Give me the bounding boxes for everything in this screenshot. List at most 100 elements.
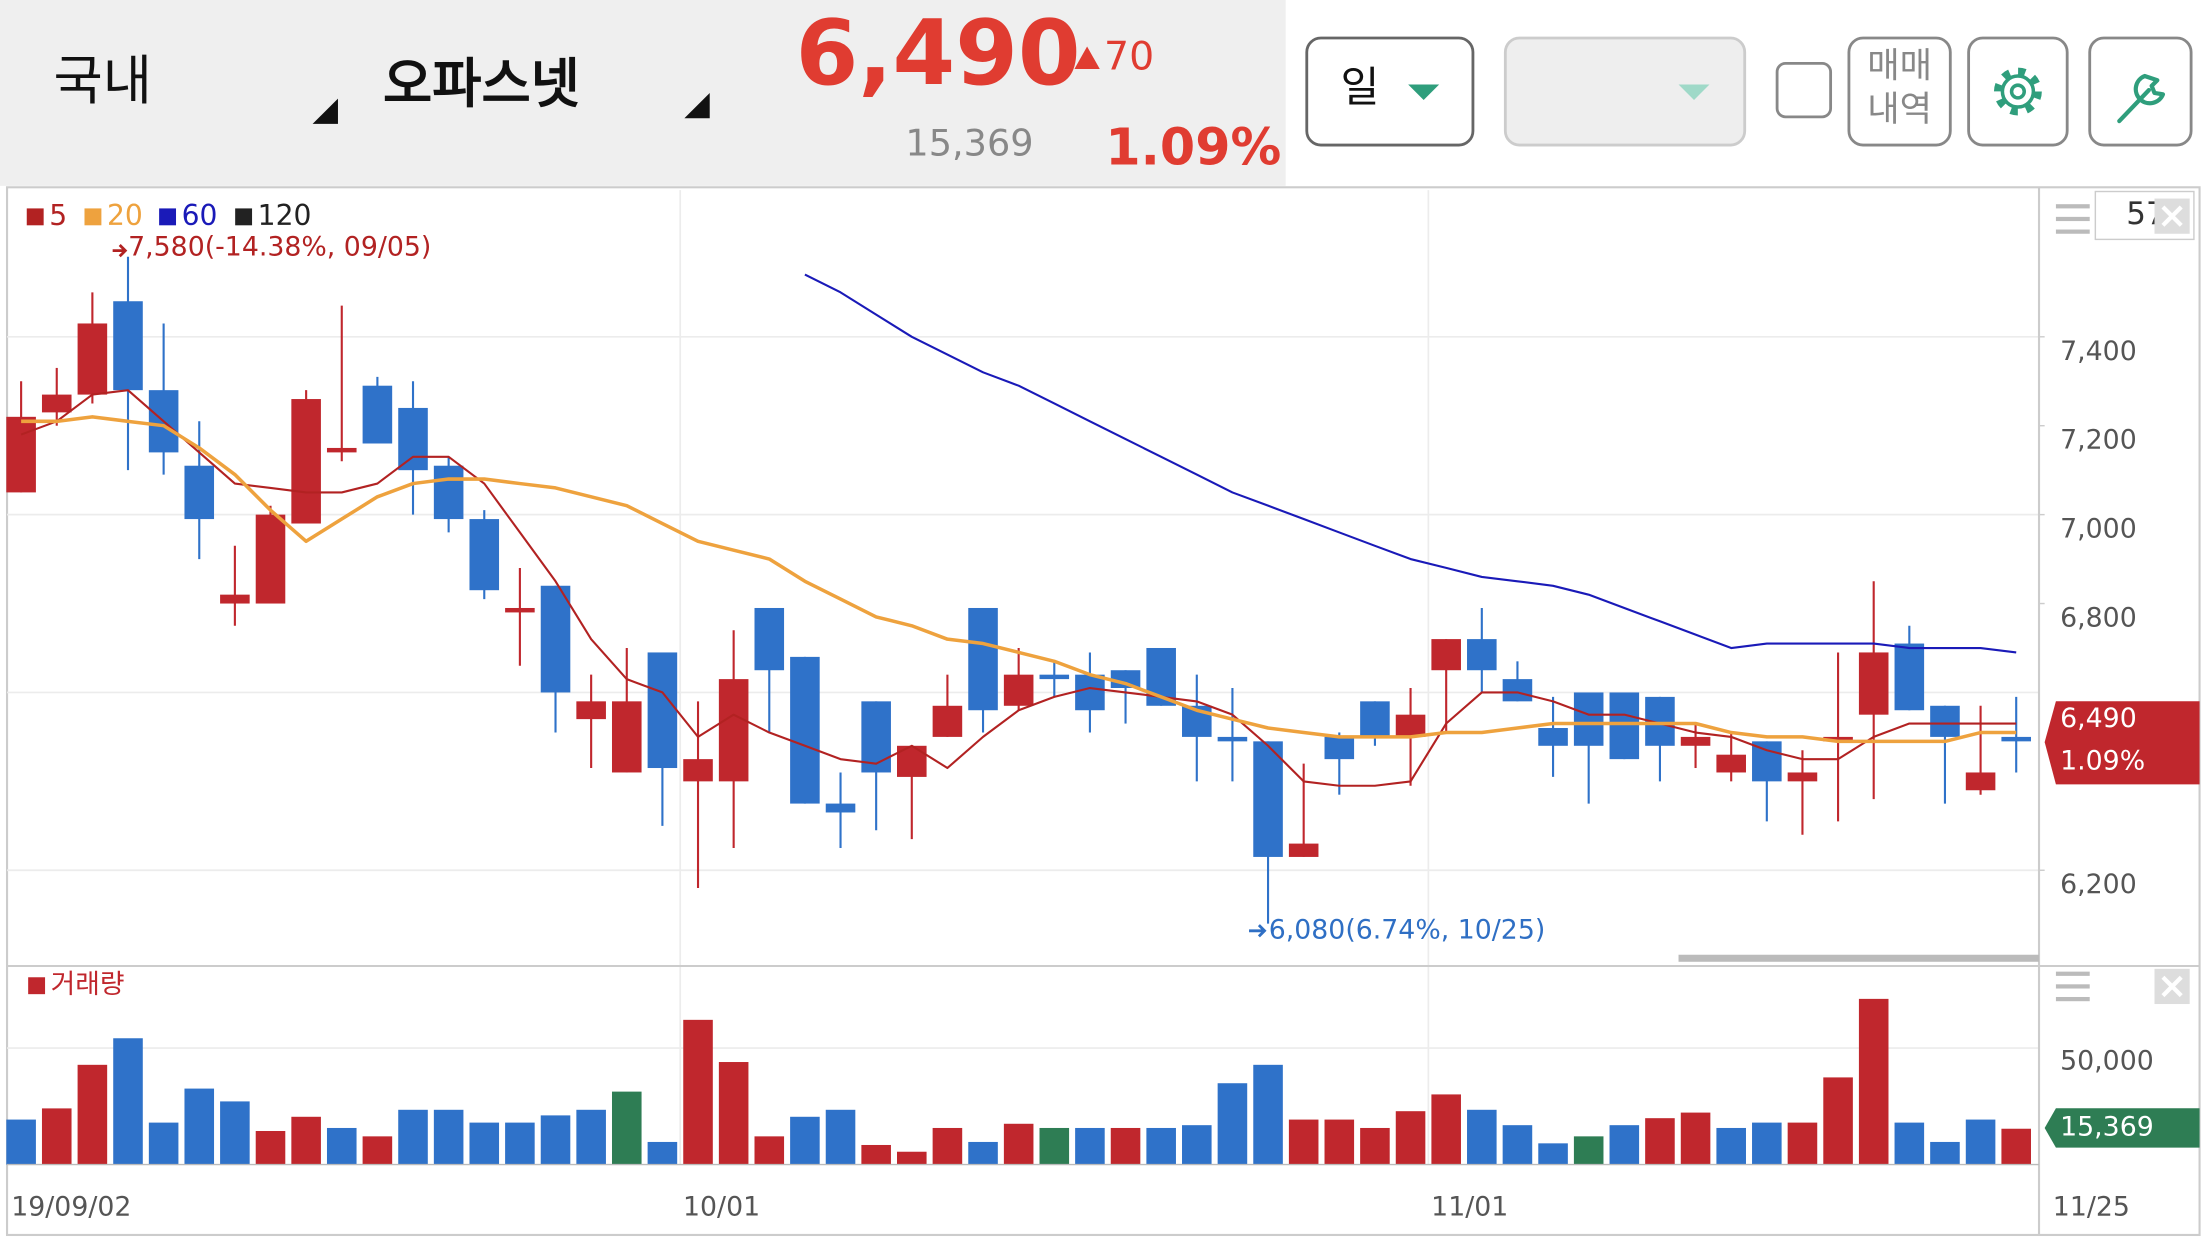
volume-bar — [1538, 1143, 1568, 1165]
volume-badge-label: 15,369 — [2060, 1111, 2154, 1142]
volume-bar — [398, 1109, 428, 1165]
candle-body — [1288, 843, 1319, 857]
candle-body — [1716, 754, 1746, 773]
low-arrow — [1249, 924, 1267, 938]
volume-bar — [540, 1115, 571, 1165]
menu-line[interactable] — [2055, 216, 2090, 222]
candle-body — [1894, 643, 1925, 711]
tools-button[interactable] — [2088, 36, 2193, 147]
legend-label: 60 — [182, 199, 218, 232]
candle-body — [255, 514, 286, 604]
volume-bar — [77, 1064, 108, 1165]
menu-line[interactable] — [2055, 996, 2090, 1002]
volume-bar — [1787, 1122, 1818, 1165]
up-icon — [1074, 46, 1100, 69]
tools-icon[interactable] — [2117, 73, 2166, 124]
menu-line[interactable] — [2055, 984, 2090, 989]
volume-bar — [1752, 1122, 1782, 1165]
menu-line[interactable] — [2055, 971, 2090, 976]
candle-body — [647, 652, 678, 769]
price-badge-label: 6,490 — [2060, 703, 2137, 734]
x-tick-label: 11/25 — [2053, 1192, 2130, 1223]
candle-body — [398, 407, 428, 471]
change-rate: 1.09% — [1105, 118, 1281, 177]
volume-bar — [148, 1122, 179, 1165]
close-icon[interactable] — [2161, 205, 2183, 227]
sub-dropdown[interactable] — [1503, 36, 1747, 147]
candle-body — [718, 679, 749, 782]
period-label[interactable]: 일 — [1341, 63, 1380, 112]
candle-body — [220, 594, 250, 604]
volume-bar — [1110, 1127, 1141, 1165]
market-selector[interactable]: 국내 — [54, 49, 152, 112]
volume-bar — [825, 1109, 856, 1165]
volume-bar — [1609, 1125, 1640, 1165]
volume-bar — [469, 1122, 500, 1165]
volume-bar — [790, 1116, 820, 1165]
volume-bar — [1680, 1112, 1711, 1165]
volume-legend-swatch — [28, 977, 46, 995]
candle-body — [1360, 701, 1390, 737]
market-dropdown-icon[interactable] — [312, 98, 338, 124]
candle-body — [77, 323, 108, 395]
menu-line[interactable] — [2055, 229, 2090, 234]
candle-body — [1217, 736, 1248, 742]
candle-body — [825, 803, 856, 813]
stock-dropdown-icon[interactable] — [684, 92, 710, 119]
volume-bar — [1645, 1118, 1675, 1165]
candle-body — [1787, 772, 1818, 782]
volume-badge — [2044, 1108, 2200, 1148]
trade-history-label[interactable]: 내역 — [1867, 89, 1932, 130]
chart-frame — [5, 186, 2201, 1237]
legend-label: 20 — [107, 199, 143, 232]
candle-body — [932, 705, 963, 737]
candle-body — [1752, 741, 1782, 782]
candle-body — [1075, 674, 1105, 711]
current-price: 6,490 — [796, 1, 1081, 106]
volume-bar — [1573, 1136, 1604, 1165]
legend-swatch — [84, 208, 102, 226]
legend-label: 120 — [258, 199, 312, 232]
candle-body — [1538, 728, 1568, 746]
volume-bar — [1039, 1127, 1070, 1165]
high-annotation: 7,580(-14.38%, 09/05) — [128, 231, 431, 262]
menu-icon[interactable] — [2055, 204, 2090, 1002]
volume-bar — [41, 1108, 72, 1165]
legend-swatch — [26, 208, 44, 226]
volume-bar — [1075, 1127, 1105, 1165]
high-arrow — [112, 244, 128, 258]
axes: 6,200 6,800 7,000 7,200 7,400 50,000 19/09/02 1… — [11, 336, 2153, 1223]
settings-icon[interactable] — [1993, 67, 2042, 116]
scrollbar[interactable] — [1678, 954, 2040, 962]
price-badge — [2044, 701, 2200, 785]
moving-average-line — [20, 389, 2017, 787]
volume-bar — [1324, 1119, 1355, 1165]
y-tick-label: 50,000 — [2060, 1046, 2154, 1077]
sub-dropdown-icon[interactable] — [1678, 84, 1710, 100]
volume-bar — [1182, 1125, 1212, 1165]
trade-history-button[interactable] — [1847, 36, 1952, 147]
trade-history-label[interactable]: 매매 — [1867, 46, 1932, 87]
close-icon[interactable] — [2161, 975, 2183, 998]
y-tick-label: 7,200 — [2060, 425, 2137, 456]
settings-icon[interactable] — [2000, 74, 2036, 109]
volume-bar — [505, 1122, 535, 1165]
menu-line[interactable] — [2055, 204, 2090, 209]
period-dropdown-icon[interactable] — [1408, 84, 1440, 100]
period-button[interactable] — [1305, 36, 1475, 147]
candle-body — [1467, 639, 1497, 671]
y-tick-label: 7,400 — [2060, 336, 2137, 367]
volume-bar — [1288, 1119, 1319, 1165]
checkbox[interactable] — [1775, 61, 1833, 119]
candle-body — [1039, 674, 1070, 680]
candle-body — [1003, 674, 1034, 706]
moving-average-line — [21, 415, 2017, 744]
candle-body — [683, 759, 713, 782]
settings-icon[interactable] — [2009, 83, 2026, 100]
settings-button[interactable] — [1967, 36, 2069, 147]
volume-bar — [1716, 1127, 1746, 1165]
stock-name[interactable]: 오파스넷 — [383, 52, 580, 115]
volume-bar — [968, 1141, 998, 1165]
